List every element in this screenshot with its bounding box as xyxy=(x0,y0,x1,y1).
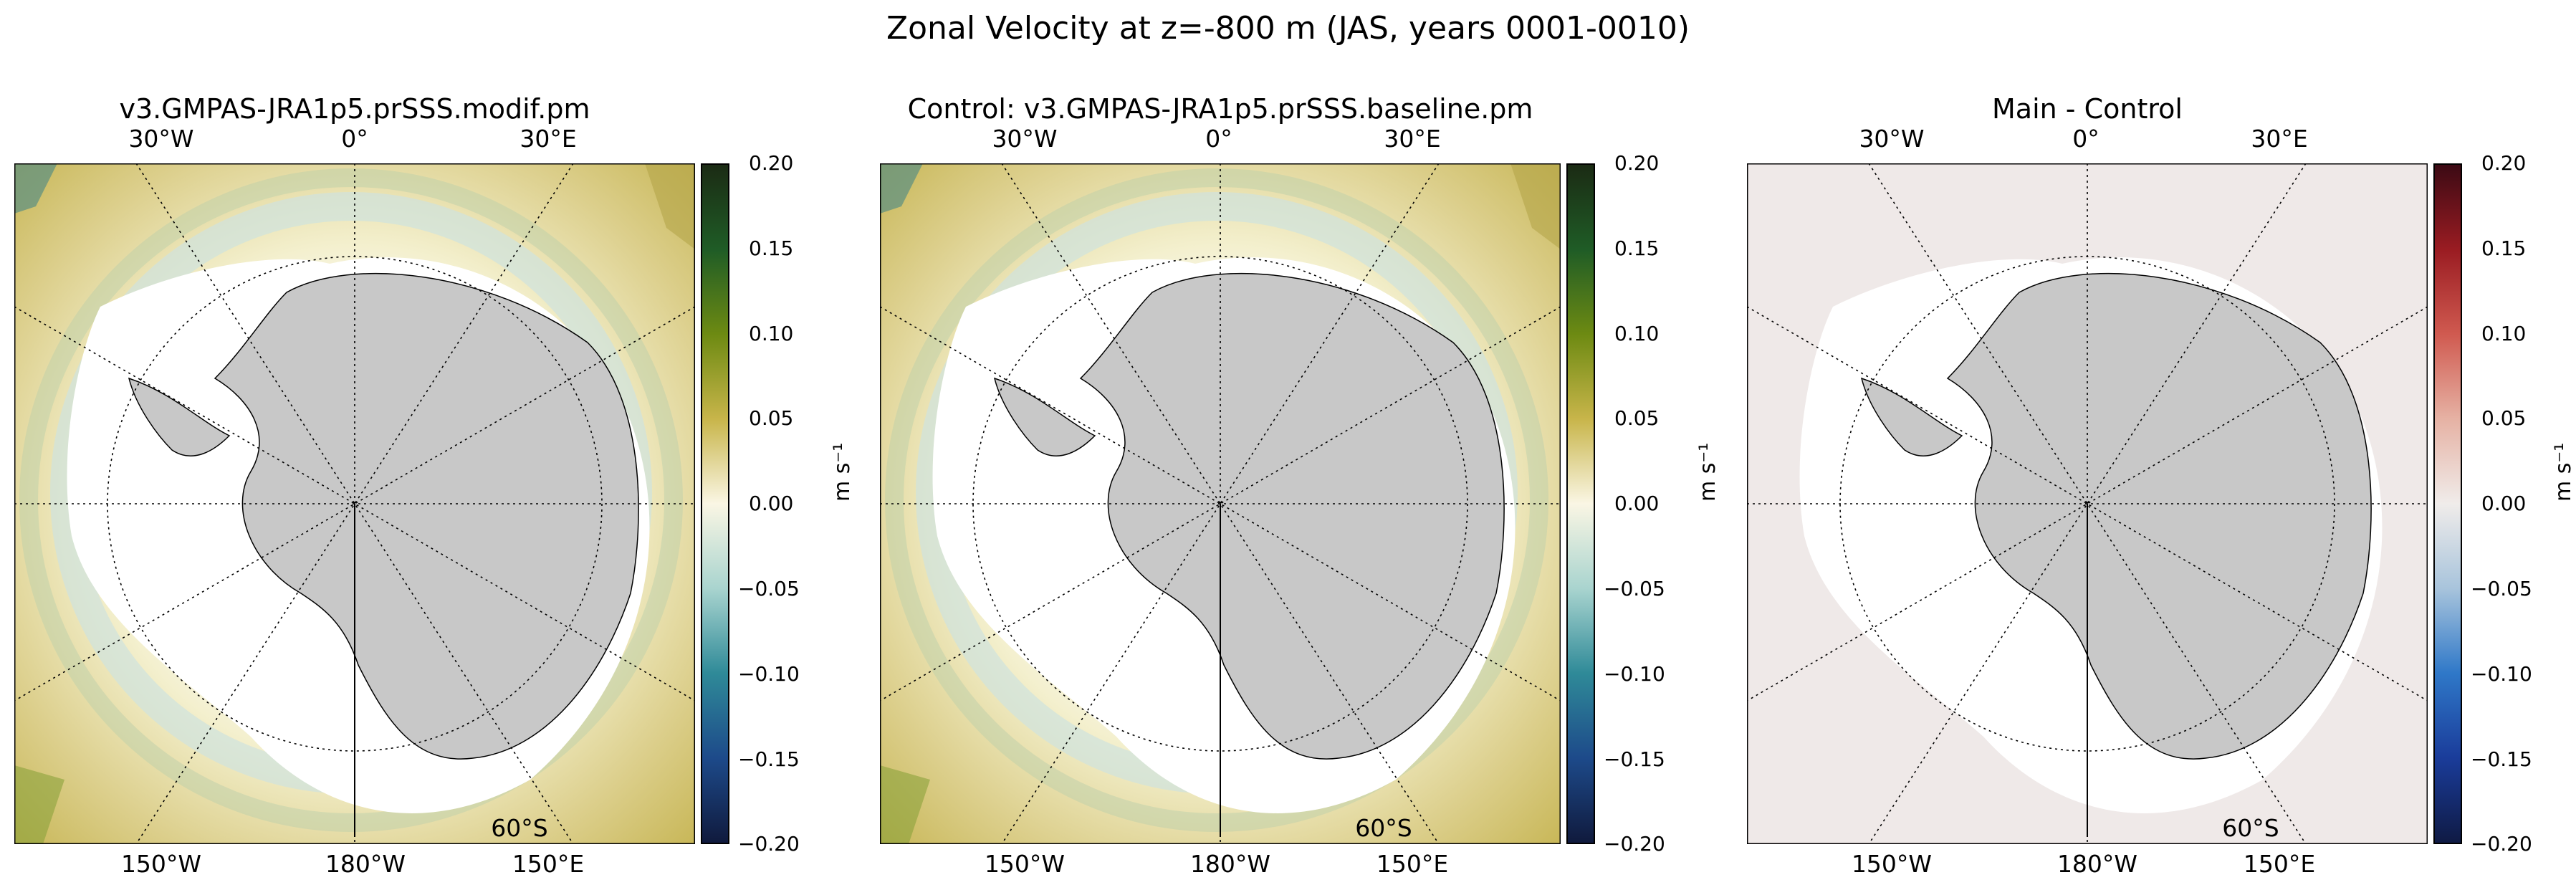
panel-2-colorbar xyxy=(1566,163,1595,844)
panel-1-colorbar xyxy=(701,163,729,844)
panel-3-colorbar-label: m s⁻¹ xyxy=(2551,442,2576,502)
cbar3-tick: −0.20 xyxy=(2471,832,2532,856)
cbar2-tick: 0.10 xyxy=(1614,322,1660,345)
panel-3-bottom-label-150e: 150°E xyxy=(2243,850,2316,878)
panel-1-top-label-30e: 30°E xyxy=(519,125,577,153)
cbar1-tick: −0.15 xyxy=(738,747,800,771)
panel-2-map xyxy=(880,163,1561,844)
cbar3-tick: 0.10 xyxy=(2481,322,2527,345)
cbar3-tick: −0.15 xyxy=(2471,747,2532,771)
panel-1-antarctica-land xyxy=(214,272,639,760)
panel-1-graticule xyxy=(14,163,695,844)
panel-1-bottom-label-150e: 150°E xyxy=(512,850,585,878)
panel-2-top-label-30w: 30°W xyxy=(992,125,1058,153)
panel-1-bottom-label-180w: 180°W xyxy=(325,850,406,878)
cbar2-tick: −0.10 xyxy=(1604,662,1665,686)
panel-3-title: Main - Control xyxy=(1992,93,2183,125)
cbar3-tick: −0.10 xyxy=(2471,662,2532,686)
panel-1-top-label-0: 0° xyxy=(341,125,368,153)
cbar3-tick: 0.15 xyxy=(2481,236,2527,260)
cbar2-tick: −0.20 xyxy=(1604,832,1665,856)
figure-title: Zonal Velocity at z=-800 m (JAS, years 0… xyxy=(886,10,1690,47)
panel-3-top-label-30e: 30°E xyxy=(2251,125,2308,153)
panel-2-lat-label: 60°S xyxy=(1355,814,1412,842)
panel-3-antarctica-land xyxy=(1946,272,2372,760)
cbar3-tick: 0.20 xyxy=(2481,151,2527,175)
panel-3-bottom-label-180w: 180°W xyxy=(2057,850,2138,878)
panel-3-top-label-30w: 30°W xyxy=(1859,125,1925,153)
panel-2-colorbar-label: m s⁻¹ xyxy=(1695,442,1720,502)
cbar3-tick: 0.00 xyxy=(2481,492,2527,515)
cbar1-tick: 0.15 xyxy=(749,236,794,260)
cbar1-tick: 0.10 xyxy=(749,322,794,345)
panel-1-bottom-label-150w: 150°W xyxy=(120,850,202,878)
cbar2-tick: 0.15 xyxy=(1614,236,1660,260)
cbar2-tick: −0.05 xyxy=(1604,577,1665,600)
panel-1-colorbar-label: m s⁻¹ xyxy=(830,442,855,502)
cbar2-tick: 0.00 xyxy=(1614,492,1660,515)
panel-3-top-label-0: 0° xyxy=(2072,125,2099,153)
cbar2-tick: 0.20 xyxy=(1614,151,1660,175)
cbar2-tick: 0.05 xyxy=(1614,406,1660,430)
cbar1-tick: 0.05 xyxy=(749,406,794,430)
panel-1-top-label-30w: 30°W xyxy=(128,125,194,153)
panel-2-bottom-label-150w: 150°W xyxy=(984,850,1066,878)
panel-1-lat-label: 60°S xyxy=(491,814,548,842)
cbar1-tick: 0.00 xyxy=(749,492,794,515)
cbar3-tick: −0.05 xyxy=(2471,577,2532,600)
panel-1-map xyxy=(14,163,695,844)
panel-2-bottom-label-180w: 180°W xyxy=(1189,850,1271,878)
panel-2-antarctica-land xyxy=(1079,272,1505,760)
panel-3-graticule xyxy=(1747,163,2428,844)
panel-3-map xyxy=(1747,163,2428,844)
panel-2-top-label-30e: 30°E xyxy=(1384,125,1441,153)
panel-2-graticule xyxy=(880,163,1561,844)
cbar2-tick: −0.15 xyxy=(1604,747,1665,771)
panel-2-bottom-label-150e: 150°E xyxy=(1376,850,1449,878)
panel-1-title: v3.GMPAS-JRA1p5.prSSS.modif.pm xyxy=(119,93,590,125)
cbar3-tick: 0.05 xyxy=(2481,406,2527,430)
panel-3-colorbar xyxy=(2433,163,2462,844)
panel-2-title: Control: v3.GMPAS-JRA1p5.prSSS.baseline.… xyxy=(907,93,1533,125)
panel-3-bottom-label-150w: 150°W xyxy=(1851,850,1933,878)
cbar1-tick: −0.05 xyxy=(738,577,800,600)
panel-3-lat-label: 60°S xyxy=(2222,814,2279,842)
cbar1-tick: −0.10 xyxy=(738,662,800,686)
panel-2-top-label-0: 0° xyxy=(1205,125,1232,153)
cbar1-tick: −0.20 xyxy=(738,832,800,856)
cbar1-tick: 0.20 xyxy=(749,151,794,175)
